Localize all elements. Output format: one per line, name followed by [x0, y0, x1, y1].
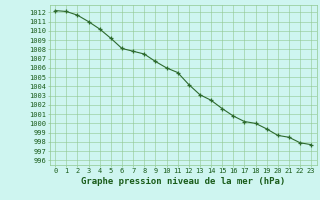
X-axis label: Graphe pression niveau de la mer (hPa): Graphe pression niveau de la mer (hPa)	[81, 177, 285, 186]
